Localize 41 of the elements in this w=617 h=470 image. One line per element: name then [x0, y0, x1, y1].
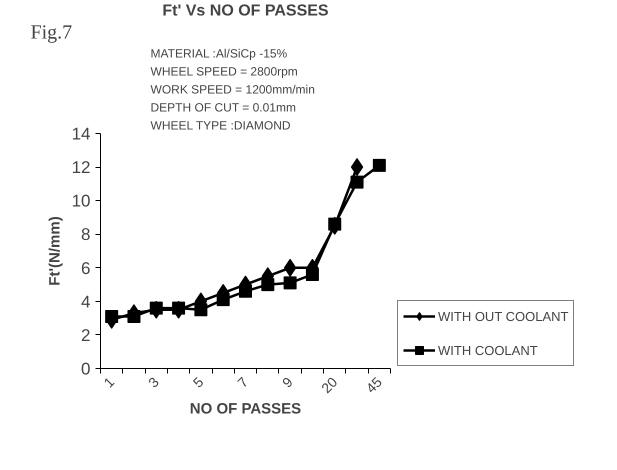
point [306, 268, 319, 281]
legend-label: WITH COOLANT [438, 342, 538, 358]
y-axis-title: Ft'(N/mm) [46, 216, 64, 286]
point [127, 310, 140, 323]
point [350, 176, 364, 189]
y-tick-label: 0 [81, 360, 91, 378]
caption: Fig.7 [30, 22, 72, 44]
point [372, 158, 386, 172]
point [284, 258, 296, 277]
point [150, 302, 163, 315]
x-tick-label: 3 [145, 374, 162, 391]
point [261, 278, 274, 292]
point [284, 276, 297, 290]
point [350, 158, 364, 176]
point [328, 218, 342, 231]
y-tick-label: 10 [72, 192, 91, 211]
chart-title: Ft' Vs NO OF PASSES [162, 2, 329, 20]
point [239, 284, 252, 298]
point [194, 303, 208, 316]
text: WORK SPEED = 1200mm/min [150, 82, 315, 96]
y-tick-label: 8 [81, 225, 91, 244]
x-axis-title: NO OF PASSES [190, 400, 302, 418]
point [216, 293, 230, 306]
y-tick-label: 4 [81, 292, 91, 312]
text: WHEEL TYPE :DIAMOND [150, 118, 291, 132]
text: MATERIAL :Al/SiCp -15% [150, 46, 288, 60]
y-tick-label: 14 [72, 124, 91, 144]
x-tick-label: 20 [318, 374, 341, 396]
x-tick-label: 1 [100, 374, 118, 391]
y-tick-label: 12 [72, 158, 91, 178]
text: DEPTH OF CUT = 0.01mm [150, 100, 296, 114]
x-tick-label: 5 [190, 374, 207, 391]
x-tick-label: 7 [234, 374, 252, 391]
legend-label: WITH OUT COOLANT [438, 308, 568, 324]
point [105, 310, 118, 323]
y-tick-label: 2 [81, 326, 91, 345]
point [172, 302, 186, 315]
y-tick-label: 6 [81, 258, 91, 278]
x-tick-label: 9 [278, 374, 296, 391]
x-tick-label: 45 [362, 374, 386, 396]
text: WHEEL SPEED = 2800rpm [150, 64, 298, 78]
